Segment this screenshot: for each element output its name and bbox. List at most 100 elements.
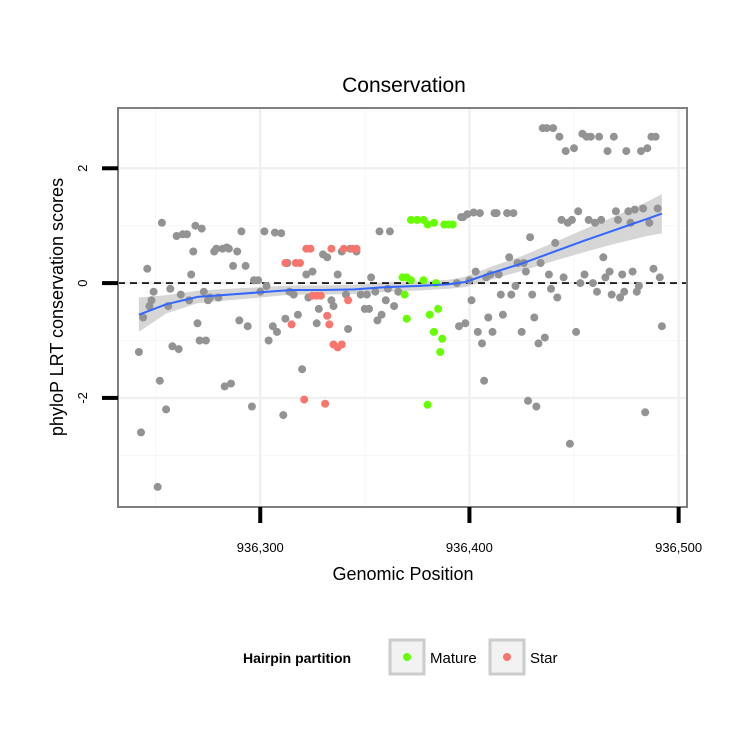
mature-point (406, 276, 415, 285)
other-point (614, 215, 622, 224)
other-point (547, 284, 555, 293)
other-point (189, 247, 198, 256)
other-point (312, 319, 321, 328)
other-point (488, 327, 497, 336)
other-point (377, 310, 386, 319)
other-point (618, 270, 627, 279)
other-point (628, 267, 637, 276)
other-point (511, 282, 520, 290)
other-point (279, 411, 288, 420)
other-point (630, 205, 639, 214)
y-tick-label: -2 (75, 392, 90, 404)
mature-point (429, 327, 438, 336)
other-point (254, 276, 263, 285)
other-point (224, 244, 233, 253)
other-point (467, 296, 476, 305)
other-point (620, 287, 629, 296)
data-points (134, 124, 666, 491)
other-point (521, 267, 530, 276)
x-tick-label: 936,400 (446, 540, 493, 555)
other-point (227, 379, 235, 388)
star-point (339, 244, 348, 253)
other-point (624, 207, 633, 216)
other-point (534, 339, 543, 348)
other-point (362, 290, 371, 299)
other-point (155, 376, 164, 385)
other-point (247, 402, 256, 411)
other-point (588, 279, 597, 288)
mature-point (429, 218, 438, 227)
other-point (381, 296, 390, 305)
other-point (193, 319, 202, 328)
other-point (134, 348, 143, 356)
other-point (237, 227, 246, 236)
other-point (147, 296, 156, 305)
other-point (532, 402, 541, 411)
mature-point (425, 310, 434, 319)
other-point (260, 227, 269, 236)
other-point (653, 204, 662, 213)
other-point (333, 270, 342, 279)
other-point (329, 302, 338, 311)
legend-swatch-mature (403, 653, 411, 661)
other-point (580, 270, 589, 279)
legend-swatch-star (503, 653, 511, 661)
other-point (473, 327, 482, 336)
other-point (289, 290, 298, 299)
other-point (567, 215, 576, 224)
other-point (611, 207, 620, 216)
other-point (597, 215, 606, 224)
other-point (570, 144, 578, 153)
other-point (505, 253, 514, 262)
other-point (634, 282, 643, 290)
other-point (530, 313, 539, 322)
other-point (561, 147, 570, 156)
other-point (536, 259, 545, 267)
other-point (576, 279, 585, 288)
plot-panel (118, 108, 687, 507)
y-axis-label: phyloP LRT conservation scores (47, 178, 67, 436)
star-point (327, 244, 336, 253)
star-point (323, 311, 332, 320)
plot-border (117, 107, 688, 508)
other-point (507, 290, 516, 299)
star-point (300, 395, 309, 404)
other-point (524, 396, 532, 405)
other-point (199, 287, 208, 296)
other-point (153, 482, 162, 491)
other-point (616, 293, 625, 302)
other-point (584, 215, 593, 224)
other-point (657, 322, 666, 331)
other-point (605, 267, 614, 276)
other-point (492, 209, 501, 218)
y-tick-label: 0 (75, 279, 90, 286)
other-point (639, 204, 648, 213)
other-point (344, 325, 353, 333)
other-point (551, 238, 560, 247)
other-point (503, 209, 512, 218)
x-axis-label: Genomic Position (332, 564, 473, 584)
other-point (176, 290, 185, 299)
other-point (235, 316, 244, 325)
other-point (183, 230, 191, 239)
other-point (277, 229, 286, 238)
other-point (308, 267, 317, 276)
other-point (172, 232, 181, 240)
x-tick-label: 936,500 (655, 540, 702, 555)
other-point (509, 209, 518, 218)
other-point (484, 313, 493, 322)
other-point (480, 376, 489, 385)
other-point (641, 408, 650, 417)
other-point (599, 253, 608, 262)
other-point (595, 132, 604, 141)
other-point (157, 218, 166, 227)
other-point (270, 228, 279, 237)
smooth-line-layer (138, 212, 663, 316)
star-point (281, 259, 290, 267)
other-point (607, 290, 616, 299)
other-point (137, 428, 145, 437)
other-point (220, 382, 229, 391)
other-point (365, 304, 373, 313)
